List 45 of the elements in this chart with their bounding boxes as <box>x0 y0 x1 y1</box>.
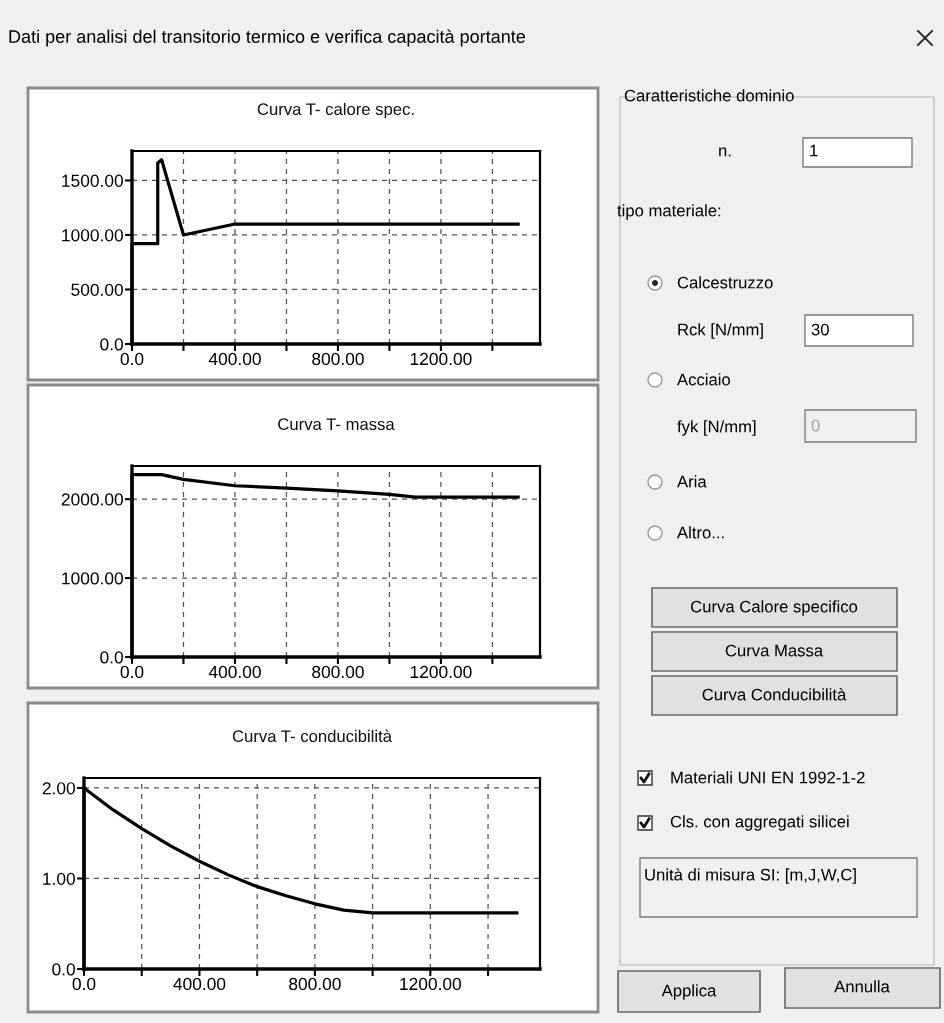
y-tick-label: 500.00 <box>71 283 123 296</box>
y-tick-label: 1.00 <box>43 872 75 885</box>
chart-title: Curva T- conducibilità <box>232 729 392 743</box>
text: Curva Massa <box>725 644 824 657</box>
x-tick-label: 1200.00 <box>410 352 472 366</box>
text: Materiali UNI EN 1992-1-2 <box>671 771 865 784</box>
text: Curva Conducibilità <box>702 688 847 701</box>
x-tick-label: 400.00 <box>173 977 226 991</box>
y-tick-label: 2.00 <box>42 782 75 795</box>
text: Cls. con aggregati silicei <box>670 815 849 831</box>
x-tick-label: 0.0 <box>120 665 144 679</box>
x-tick-label: 1200.00 <box>410 665 472 679</box>
y-tick-label: 0.0 <box>100 338 123 351</box>
x-tick-label: 1200.00 <box>400 977 462 991</box>
x-tick-label: 800.00 <box>312 352 364 366</box>
y-tick-label: 0.0 <box>100 651 123 664</box>
text: Acciaio <box>677 373 731 386</box>
x-tick-label: 0.0 <box>120 352 144 366</box>
text: 30 <box>811 323 829 336</box>
text: tipo materiale: <box>617 204 721 220</box>
text: Rck [N/mm] <box>678 323 763 339</box>
x-tick-label: 800.00 <box>289 977 341 991</box>
x-tick-label: 400.00 <box>208 352 261 366</box>
text: Applica <box>661 984 717 1000</box>
y-tick-label: 1000.00 <box>62 229 123 242</box>
chart-title: Curva T- massa <box>278 418 395 431</box>
text: Annulla <box>834 980 890 993</box>
text: Calcestruzzo <box>677 276 773 289</box>
text: Aria <box>677 475 707 488</box>
text: Dati per analisi del transitorio termico e verifica capacità portante <box>9 29 526 47</box>
text: Altro... <box>677 526 724 539</box>
text: Unità di misura SI: [m,J,W,C] <box>645 868 856 884</box>
y-tick-label: 0.0 <box>52 963 75 976</box>
text: 1 <box>810 144 818 157</box>
x-tick-label: 400.00 <box>208 665 261 679</box>
y-tick-label: 2000.00 <box>61 493 123 506</box>
y-tick-label: 1000.00 <box>62 572 123 585</box>
text: Curva Calore specifico <box>691 600 858 616</box>
chart-title: Curva T- calore spec. <box>257 102 414 119</box>
x-tick-label: 800.00 <box>312 665 364 679</box>
text: fyk [N/mm] <box>677 420 756 436</box>
text: 0 <box>811 419 820 432</box>
y-tick-label: 1500.00 <box>62 174 123 187</box>
text: n. <box>719 147 731 157</box>
text: Caratteristiche dominio <box>624 89 794 102</box>
